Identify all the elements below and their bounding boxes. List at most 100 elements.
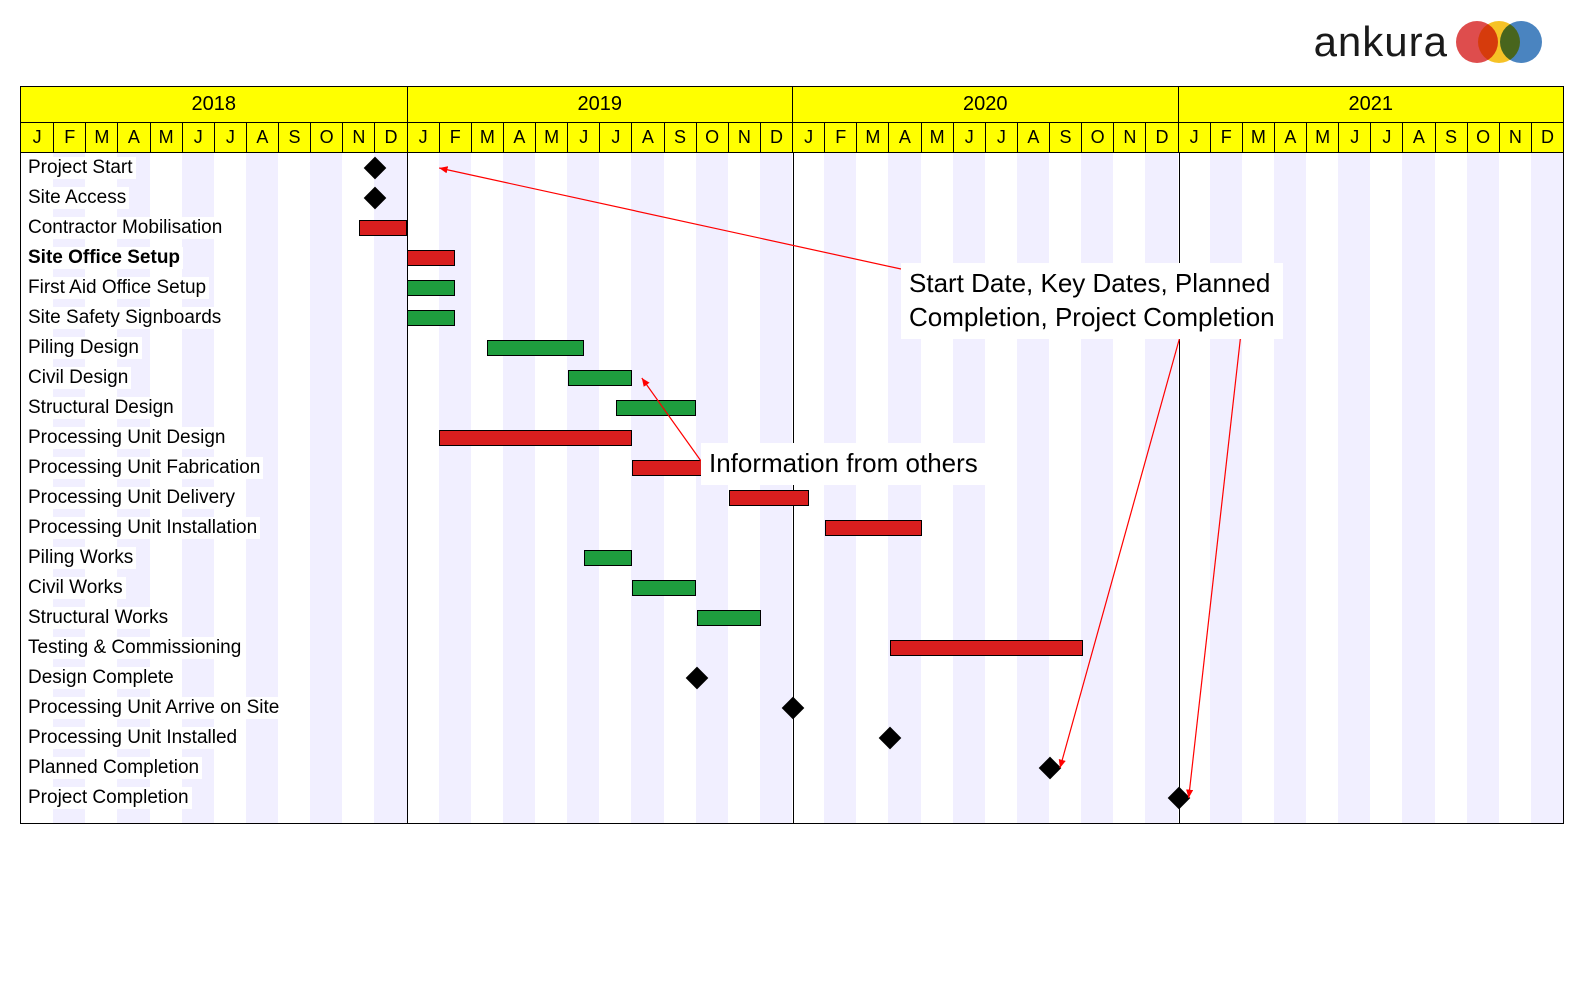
month-cell: J	[792, 123, 824, 153]
month-cell: O	[310, 123, 342, 153]
gantt-bar	[616, 400, 696, 416]
task-label: Piling Works	[25, 547, 136, 569]
task-label: Design Complete	[25, 667, 177, 689]
month-cell: O	[1081, 123, 1113, 153]
task-row: Site Safety Signboards	[21, 303, 1563, 333]
gantt-bar	[697, 610, 761, 626]
task-label: Site Office Setup	[25, 247, 183, 269]
milestone-icon	[685, 667, 708, 690]
task-label: Processing Unit Design	[25, 427, 228, 449]
month-cell: A	[631, 123, 663, 153]
gantt-bar	[487, 340, 584, 356]
month-cell: A	[888, 123, 920, 153]
task-row: Piling Works	[21, 543, 1563, 573]
month-cell: S	[278, 123, 310, 153]
task-label: Testing & Commissioning	[25, 637, 244, 659]
month-cell: J	[1178, 123, 1210, 153]
month-cell: N	[1499, 123, 1531, 153]
task-row: Project Start	[21, 153, 1563, 183]
month-cell: J	[567, 123, 599, 153]
gantt-bar	[584, 550, 632, 566]
gantt-chart: 2018201920202021 JFMAMJJASONDJFMAMJJASON…	[20, 86, 1564, 824]
task-row: Piling Design	[21, 333, 1563, 363]
month-cell: M	[921, 123, 953, 153]
task-row: Project Completion	[21, 783, 1563, 813]
month-cell: A	[1274, 123, 1306, 153]
gantt-bar	[439, 430, 632, 446]
task-label: Project Completion	[25, 787, 192, 809]
month-cell: M	[535, 123, 567, 153]
month-cell: F	[53, 123, 85, 153]
task-row: Processing Unit Arrive on Site	[21, 693, 1563, 723]
milestone-icon	[364, 187, 387, 210]
month-cell: J	[407, 123, 439, 153]
month-cell: A	[1017, 123, 1049, 153]
task-row: Testing & Commissioning	[21, 633, 1563, 663]
gantt-bar	[359, 220, 407, 236]
month-cell: F	[1210, 123, 1242, 153]
task-row: Contractor Mobilisation	[21, 213, 1563, 243]
gantt-bar	[407, 310, 455, 326]
month-cell: D	[374, 123, 406, 153]
task-label: Planned Completion	[25, 757, 202, 779]
task-label: Civil Design	[25, 367, 131, 389]
task-label: Processing Unit Fabrication	[25, 457, 263, 479]
month-cell: D	[760, 123, 792, 153]
task-label: Contractor Mobilisation	[25, 217, 225, 239]
task-label: Site Safety Signboards	[25, 307, 224, 329]
gantt-bar	[632, 580, 696, 596]
task-row: Design Complete	[21, 663, 1563, 693]
month-cell: M	[150, 123, 182, 153]
month-cell: J	[599, 123, 631, 153]
gantt-bar	[890, 640, 1083, 656]
task-label: Site Access	[25, 187, 129, 209]
year-cell: 2021	[1178, 87, 1564, 123]
month-cell: A	[246, 123, 278, 153]
milestone-icon	[878, 727, 901, 750]
month-cell: M	[85, 123, 117, 153]
rows-layer: Project Start Site Access Contractor Mobil…	[21, 153, 1563, 813]
timeline-header: 2018201920202021 JFMAMJJASONDJFMAMJJASON…	[21, 87, 1563, 153]
month-cell: N	[728, 123, 760, 153]
task-row: Structural Works	[21, 603, 1563, 633]
task-label: Processing Unit Arrive on Site	[25, 697, 282, 719]
month-cell: J	[985, 123, 1017, 153]
task-row: Processing Unit Design	[21, 423, 1563, 453]
milestone-icon	[1039, 757, 1062, 780]
logo-icon	[1456, 21, 1546, 63]
task-row: Planned Completion	[21, 753, 1563, 783]
task-label: Structural Design	[25, 397, 177, 419]
month-cell: S	[1435, 123, 1467, 153]
logo-text: ankura	[1314, 18, 1448, 66]
task-label: Project Start	[25, 157, 136, 179]
month-cell: D	[1531, 123, 1563, 153]
month-cell: N	[342, 123, 374, 153]
month-cell: O	[1467, 123, 1499, 153]
task-row: Civil Design	[21, 363, 1563, 393]
month-cell: M	[856, 123, 888, 153]
task-label: Processing Unit Delivery	[25, 487, 238, 509]
gantt-bar	[729, 490, 809, 506]
month-cell: S	[1049, 123, 1081, 153]
year-cell: 2020	[792, 87, 1178, 123]
month-cell: A	[1402, 123, 1434, 153]
task-row: Processing Unit Installation	[21, 513, 1563, 543]
month-cell: M	[1242, 123, 1274, 153]
gantt-bar	[407, 280, 455, 296]
task-label: Processing Unit Installation	[25, 517, 260, 539]
month-cell: O	[696, 123, 728, 153]
gantt-bar	[632, 460, 729, 476]
month-cell: J	[953, 123, 985, 153]
task-row: Site Access	[21, 183, 1563, 213]
task-row: Civil Works	[21, 573, 1563, 603]
task-label: First Aid Office Setup	[25, 277, 209, 299]
task-row: First Aid Office Setup	[21, 273, 1563, 303]
month-cell: M	[471, 123, 503, 153]
task-row: Site Office Setup	[21, 243, 1563, 273]
month-cell: J	[1370, 123, 1402, 153]
month-cell: J	[214, 123, 246, 153]
task-label: Civil Works	[25, 577, 126, 599]
milestone-icon	[782, 697, 805, 720]
logo-circle-3	[1500, 21, 1542, 63]
month-cell: S	[664, 123, 696, 153]
